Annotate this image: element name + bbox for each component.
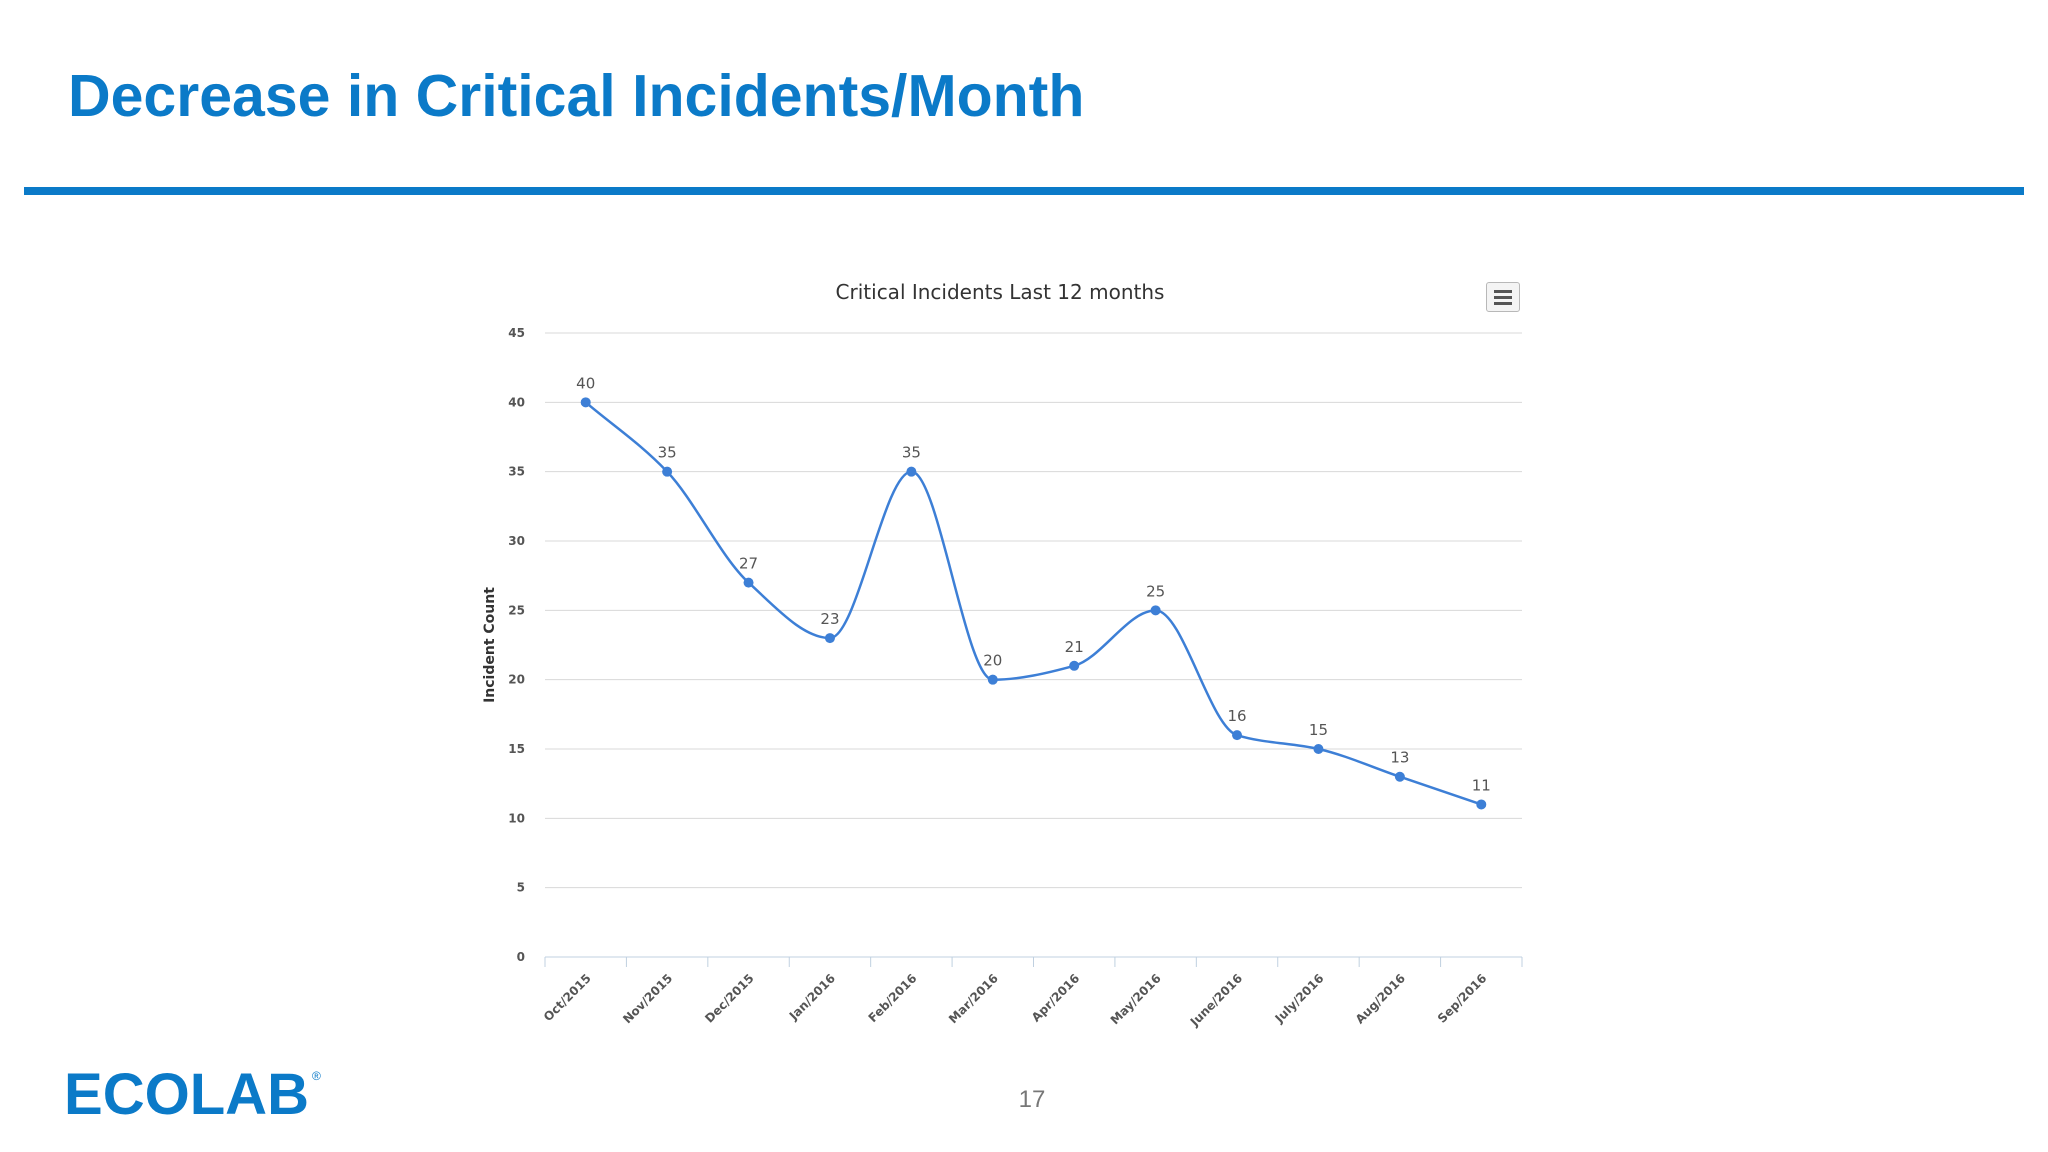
chart-title: Critical Incidents Last 12 months xyxy=(835,280,1165,304)
x-tick-label: Nov/2015 xyxy=(620,971,675,1026)
x-tick-label: Mar/2016 xyxy=(946,971,1001,1026)
data-point xyxy=(1232,730,1243,741)
data-label: 27 xyxy=(739,555,758,573)
data-label: 16 xyxy=(1227,707,1246,725)
y-tick-label: 5 xyxy=(517,881,525,895)
slide-title: Decrease in Critical Incidents/Month xyxy=(68,63,1085,129)
y-tick-label: 15 xyxy=(508,742,525,756)
x-tick-label: Aug/2016 xyxy=(1353,971,1408,1026)
data-label: 15 xyxy=(1309,721,1328,739)
data-point xyxy=(1394,771,1405,782)
y-tick-label: 0 xyxy=(517,950,525,964)
data-label: 21 xyxy=(1065,638,1084,656)
chart-menu-button[interactable] xyxy=(1486,282,1520,312)
y-tick-label: 40 xyxy=(508,395,525,409)
data-label: 25 xyxy=(1146,582,1165,600)
data-label: 40 xyxy=(576,374,595,392)
data-point xyxy=(824,633,835,644)
x-tick-label: Feb/2016 xyxy=(866,971,920,1025)
y-tick-label: 10 xyxy=(508,811,525,825)
data-label: 11 xyxy=(1472,776,1491,794)
x-tick-label: June/2016 xyxy=(1187,971,1245,1029)
ecolab-logo: ECOLAB ® xyxy=(64,1064,321,1120)
data-label: 35 xyxy=(902,444,921,462)
hamburger-menu-icon xyxy=(1494,290,1512,293)
x-tick-label: Apr/2016 xyxy=(1029,971,1082,1024)
data-point xyxy=(743,577,754,588)
data-point xyxy=(1150,605,1161,616)
data-point xyxy=(1069,660,1080,671)
data-point xyxy=(906,466,917,477)
y-tick-label: 30 xyxy=(508,534,525,548)
data-label: 23 xyxy=(820,610,839,628)
svg-text:ECOLAB: ECOLAB xyxy=(64,1064,309,1120)
data-point xyxy=(1476,799,1487,810)
chart-container: Critical Incidents Last 12 months 0 5 10 15… xyxy=(460,260,1540,1060)
data-point xyxy=(580,397,591,408)
y-tick-label: 45 xyxy=(508,326,525,340)
y-tick-label: 35 xyxy=(508,465,525,479)
x-tick-label: Dec/2015 xyxy=(702,971,756,1025)
x-tick-label: July/2016 xyxy=(1272,971,1327,1026)
data-point xyxy=(1313,744,1324,754)
y-axis-title: Incident Count xyxy=(482,587,498,703)
page-number: 17 xyxy=(1018,1086,1046,1113)
x-tick-label: Jan/2016 xyxy=(786,971,838,1023)
line-chart: 0 5 10 15 20 25 30 35 40 45 Oct/2015 Nov/2015 Dec/20… xyxy=(482,326,1523,1030)
x-tick-label: Sep/2016 xyxy=(1435,971,1490,1026)
y-tick-label: 25 xyxy=(508,603,525,617)
title-divider xyxy=(24,187,2024,195)
x-tick-label: May/2016 xyxy=(1108,971,1164,1027)
data-label: 35 xyxy=(658,444,677,462)
y-tick-label: 20 xyxy=(508,673,525,687)
svg-text:®: ® xyxy=(312,1069,321,1083)
data-point xyxy=(987,674,998,685)
x-tick-label: Oct/2015 xyxy=(541,971,594,1024)
data-point xyxy=(662,466,673,477)
data-label: 13 xyxy=(1390,749,1409,767)
series-line xyxy=(584,401,1482,806)
data-label: 20 xyxy=(983,652,1002,670)
